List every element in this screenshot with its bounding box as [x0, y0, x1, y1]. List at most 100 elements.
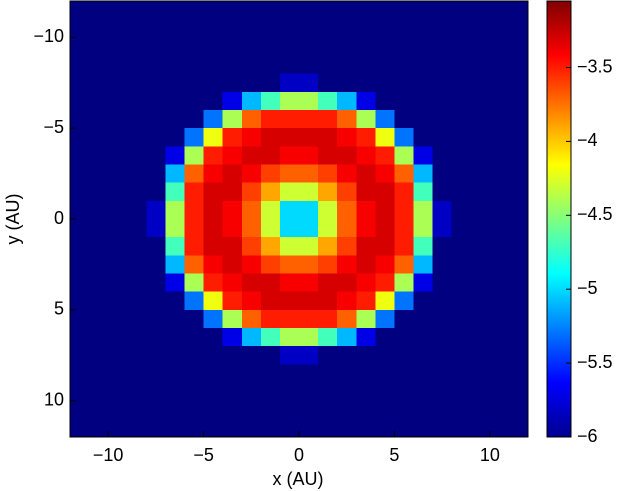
x-tick-label: 5: [389, 445, 399, 465]
heat-cell: [70, 91, 90, 111]
heat-cell: [413, 291, 434, 311]
heat-cell: [260, 364, 281, 383]
heat-cell: [108, 237, 128, 256]
heat-cell: [470, 346, 491, 365]
heat-cell: [70, 19, 90, 38]
heat-cell: [432, 73, 453, 93]
heat-cell: [375, 37, 395, 56]
heat-cell: [394, 219, 414, 238]
heat-cell: [184, 164, 205, 184]
heat-cell: [222, 255, 243, 274]
heat-cell: [222, 400, 243, 420]
heat-cell: [375, 19, 395, 38]
heat-cell: [260, 19, 281, 38]
heat-cell: [165, 110, 185, 129]
heat-cell: [470, 182, 491, 202]
heat-cell: [489, 200, 510, 220]
heat-cell: [508, 273, 529, 293]
heat-cell: [394, 237, 414, 256]
heat-cell: [337, 128, 357, 147]
heat-cell: [375, 255, 395, 274]
heat-cell: [165, 291, 185, 311]
heat-cell: [127, 1, 147, 20]
heat-cell: [318, 164, 338, 184]
heat-cell: [279, 37, 300, 56]
y-tick-label: −5: [43, 117, 64, 137]
heat-cell: [318, 364, 338, 383]
heat-cell: [127, 219, 147, 238]
heat-cell: [318, 219, 338, 238]
heat-cell: [299, 128, 319, 147]
heat-cell: [318, 382, 338, 402]
heatmap: [70, 1, 529, 438]
heat-cell: [451, 37, 472, 56]
heat-cell: [470, 291, 491, 311]
heat-cell: [222, 110, 243, 129]
heat-cell: [337, 418, 357, 438]
heat-cell: [451, 237, 472, 256]
heat-cell: [451, 55, 472, 75]
heat-cell: [299, 364, 319, 383]
heat-cell: [279, 382, 300, 402]
heat-cell: [489, 128, 510, 147]
heat-cell: [184, 382, 205, 402]
heat-cell: [451, 418, 472, 438]
y-tick-label: 5: [54, 299, 64, 319]
heat-cell: [470, 146, 491, 165]
heat-cell: [356, 91, 376, 111]
heat-cell: [203, 237, 224, 256]
heat-cell: [413, 219, 434, 238]
heat-cell: [432, 255, 453, 274]
heat-cell: [318, 400, 338, 420]
heat-cell: [337, 110, 357, 129]
heat-cell: [508, 164, 529, 184]
heat-cell: [299, 1, 319, 20]
heat-cell: [489, 273, 510, 293]
heat-cell: [241, 73, 262, 93]
heat-cell: [508, 346, 529, 365]
heat-cell: [489, 19, 510, 38]
heat-cell: [89, 55, 109, 75]
heat-cell: [260, 255, 281, 274]
heat-cell: [318, 273, 338, 293]
heat-cell: [318, 418, 338, 438]
y-tick-label: 10: [44, 389, 64, 409]
heat-cell: [241, 273, 262, 293]
heat-cell: [432, 382, 453, 402]
heat-cell: [508, 255, 529, 274]
heat-cell: [299, 418, 319, 438]
heat-cell: [203, 37, 224, 56]
heat-cell: [70, 291, 90, 311]
heat-cell: [184, 328, 205, 347]
heat-cell: [70, 37, 90, 56]
heat-cell: [146, 110, 166, 129]
heat-cell: [413, 110, 434, 129]
heat-cell: [279, 55, 300, 75]
heat-cell: [241, 237, 262, 256]
heat-cell: [375, 328, 395, 347]
heat-cell: [89, 273, 109, 293]
heat-cell: [432, 182, 453, 202]
colorbar-tick-label: −4.5: [577, 204, 613, 224]
heat-cell: [222, 328, 243, 347]
heat-cell: [394, 146, 414, 165]
heat-cell: [394, 182, 414, 202]
heat-cell: [318, 73, 338, 93]
heat-cell: [241, 400, 262, 420]
heat-cell: [165, 73, 185, 93]
heat-cell: [375, 237, 395, 256]
heat-cell: [89, 346, 109, 365]
heat-cell: [432, 418, 453, 438]
heat-cell: [337, 182, 357, 202]
heat-cell: [489, 328, 510, 347]
heat-cell: [127, 309, 147, 329]
heat-cell: [356, 418, 376, 438]
heat-cell: [470, 309, 491, 329]
heat-cell: [89, 73, 109, 93]
heat-cell: [146, 128, 166, 147]
heat-cell: [89, 200, 109, 220]
heat-cell: [375, 418, 395, 438]
heat-cell: [508, 382, 529, 402]
heat-cell: [508, 19, 529, 38]
heat-cell: [489, 182, 510, 202]
